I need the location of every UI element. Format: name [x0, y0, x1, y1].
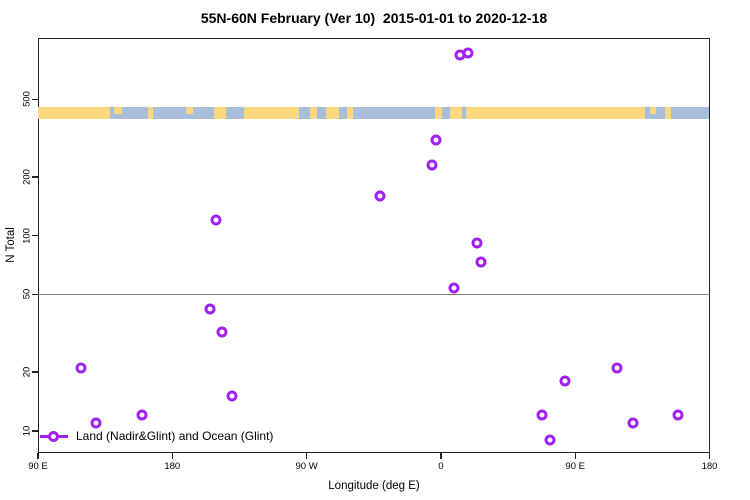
y-tick-label: 100 [21, 227, 33, 244]
data-point [216, 326, 228, 338]
map-strip-segment-ocean [299, 107, 310, 120]
y-tick-label: 20 [21, 366, 33, 378]
data-point [426, 159, 438, 171]
data-point [536, 409, 548, 421]
map-strip-segment-land [434, 107, 443, 120]
map-strip-segment-land [664, 107, 671, 120]
x-tick-label: 90 W [295, 461, 318, 472]
y-tick [32, 430, 38, 432]
x-tick [37, 453, 39, 459]
x-tick [440, 453, 442, 459]
map-strip-segment-land [649, 107, 656, 114]
y-tick-label: 500 [21, 91, 33, 108]
data-point [471, 237, 483, 249]
data-point [627, 417, 639, 429]
map-strip-segment-land [114, 107, 122, 114]
map-strip-segment-ocean [352, 107, 435, 120]
data-point [559, 375, 571, 387]
y-tick-label: 200 [21, 168, 33, 185]
map-strip [38, 107, 710, 120]
map-strip-segment-ocean [317, 107, 326, 120]
y-tick [32, 176, 38, 178]
x-tick [708, 453, 711, 459]
map-strip-segment-ocean [670, 107, 710, 120]
y-tick-label: 10 [21, 425, 33, 437]
map-strip-segment-land [346, 107, 353, 120]
x-tick-label: 90 E [28, 461, 48, 472]
map-strip-segment-ocean [109, 107, 149, 120]
data-point [226, 390, 238, 402]
y-tick [32, 234, 38, 237]
map-strip-segment-ocean [226, 107, 244, 120]
data-point [374, 190, 386, 202]
data-point [611, 362, 623, 374]
y-tick [32, 293, 38, 296]
x-tick [305, 453, 308, 459]
x-axis-title: Longitude (deg E) [328, 480, 420, 492]
legend-marker-icon [48, 431, 59, 442]
map-strip-segment-land [148, 107, 153, 120]
y-tick [32, 98, 38, 100]
data-point [210, 214, 222, 226]
map-strip-segment-land [309, 107, 318, 120]
y-tick [32, 371, 38, 373]
map-strip-segment-land [185, 107, 194, 114]
legend-label: Land (Nadir&Glint) and Ocean (Glint) [76, 429, 274, 443]
reference-line-50 [38, 293, 710, 296]
data-point [462, 47, 474, 59]
data-point [136, 409, 148, 421]
x-tick-label: 180 [164, 461, 181, 472]
x-tick-label: 0 [438, 461, 444, 472]
map-strip-segment-ocean [461, 107, 467, 120]
map-strip-segment-land [449, 107, 462, 120]
data-point [544, 434, 556, 446]
data-point [448, 282, 460, 294]
map-strip-segment-ocean [152, 107, 215, 120]
map-strip-segment-land [38, 107, 110, 120]
x-tick [574, 453, 576, 459]
data-point [204, 303, 216, 315]
data-point [475, 256, 487, 268]
map-strip-segment-land [325, 107, 340, 120]
plot-frame [38, 38, 710, 453]
map-strip-segment-land [466, 107, 646, 120]
y-tick-label: 50 [21, 289, 33, 300]
y-axis-title: N Total [5, 227, 17, 263]
map-strip-segment-ocean [339, 107, 347, 120]
map-strip-segment-land [214, 107, 227, 120]
chart-title: 55N-60N February (Ver 10) 2015-01-01 to … [200, 10, 548, 26]
data-point [90, 417, 102, 429]
data-point [672, 409, 684, 421]
map-strip-segment-land [243, 107, 300, 120]
x-tick-label: 180 [701, 461, 718, 472]
x-tick [171, 453, 173, 459]
map-strip-segment-ocean [442, 107, 450, 120]
x-tick-label: 90 E [565, 461, 585, 472]
data-point [75, 362, 87, 374]
data-point [430, 134, 442, 146]
